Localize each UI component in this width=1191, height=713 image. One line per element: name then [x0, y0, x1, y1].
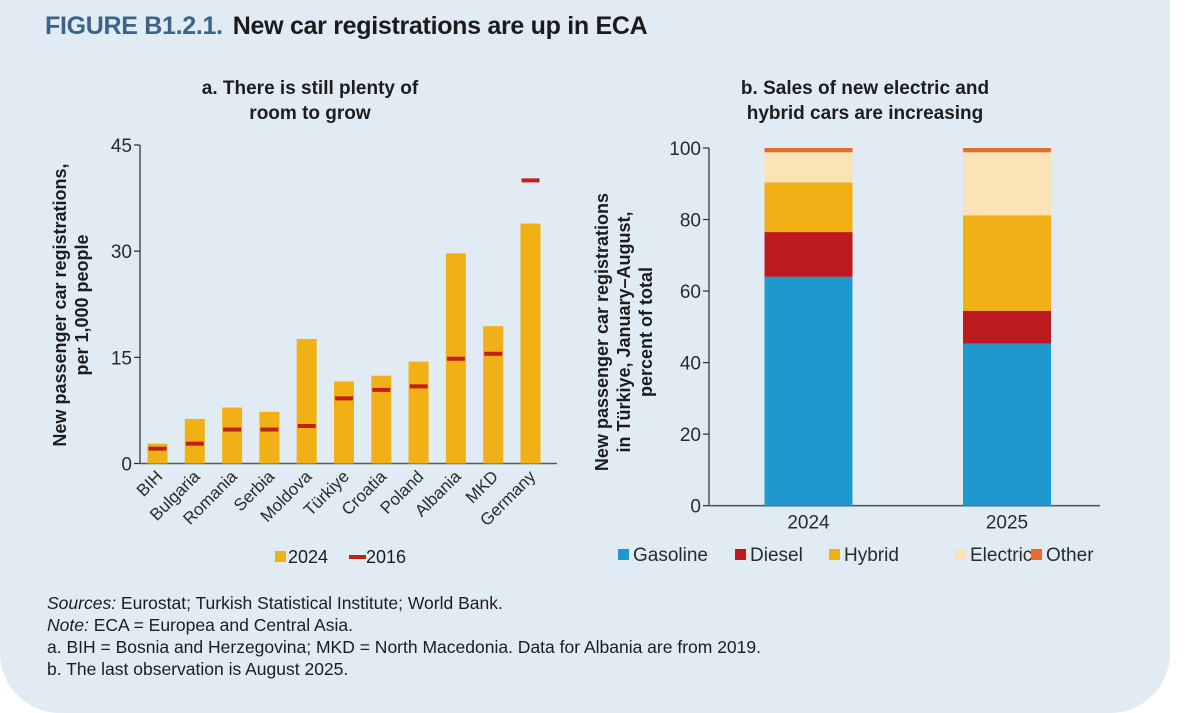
legend-label-hybrid: Hybrid [844, 545, 899, 566]
bar-2024 [222, 407, 243, 464]
bar-2024 [184, 418, 205, 464]
legend-label-electric: Electric [970, 545, 1032, 566]
bar-segment-other [764, 148, 853, 153]
marker-2016 [484, 351, 503, 356]
chart-a: New passenger car registrations, per 1,0… [50, 136, 557, 567]
marker-2016 [223, 427, 242, 432]
figure-number: FIGURE B1.2.1. [45, 12, 223, 40]
legend-label-2024: 2024 [288, 547, 328, 567]
bar-2024 [334, 381, 354, 464]
note-line-a: a. BIH = Bosnia and Herzegovina; MKD = N… [47, 637, 761, 657]
bar-segment-diesel [764, 232, 853, 277]
y-tick-label: 0 [690, 497, 701, 518]
marker-2016 [297, 423, 316, 428]
legend-swatch-electric [955, 549, 966, 560]
bar-segment-gasoline [963, 343, 1051, 506]
bar-2024 [520, 223, 541, 464]
sources-label: Sources: [47, 593, 117, 613]
legend-swatch-2024 [275, 551, 286, 562]
chart-b: New passenger car registrations in Türki… [592, 139, 1100, 566]
chart-a-title: a. There is still plenty of room to grow [150, 76, 470, 126]
y-tick-label: 100 [669, 139, 701, 160]
bar-segment-other [963, 148, 1051, 153]
note-text: ECA = Europea and Central Asia. [88, 615, 353, 635]
figure-title: FIGURE B1.2.1. New car registrations are … [45, 12, 648, 41]
y-tick-label: 80 [680, 211, 701, 232]
marker-2016 [148, 446, 167, 451]
bar-segment-hybrid [963, 215, 1051, 311]
marker-2016 [446, 356, 465, 361]
chart-a-ylabel-line1: New passenger car registrations, [50, 163, 70, 446]
chart-b-legend: Gasoline Diesel Hybrid Electric Other [618, 545, 1094, 566]
marker-2016 [185, 441, 204, 446]
chart-a-legend: 2024 2016 [275, 547, 406, 567]
figure-notes: Sources: Eurostat; Turkish Statistical I… [47, 592, 761, 680]
bar-2024 [296, 338, 317, 464]
chart-b-ylabel-line1: New passenger car registrations [592, 193, 612, 471]
chart-a-title-line1: a. There is still plenty of [201, 78, 419, 99]
y-tick-label: 30 [111, 242, 132, 263]
y-tick-label: 45 [111, 136, 132, 157]
y-tick-label: 60 [680, 282, 701, 303]
chart-b-ylabel-line2: in Türkiye, January–August, [614, 211, 634, 452]
bar-2024 [483, 326, 504, 464]
legend-label-other: Other [1046, 545, 1094, 566]
bar-2024 [371, 375, 392, 464]
y-tick-label: 40 [680, 354, 701, 375]
bar-segment-diesel [963, 310, 1051, 344]
marker-2016 [521, 178, 540, 183]
legend-swatch-2016 [349, 555, 366, 559]
chart-a-bars [147, 178, 541, 464]
legend-label-diesel: Diesel [750, 545, 803, 566]
legend-swatch-diesel [735, 549, 746, 560]
bar-segment-electric [764, 152, 853, 183]
chart-a-title-line2: room to grow [249, 103, 371, 124]
figure-heading: New car registrations are up in ECA [232, 12, 648, 40]
legend-label-gasoline: Gasoline [633, 545, 708, 566]
sources-text: Eurostat; Turkish Statistical Institute;… [116, 593, 503, 613]
x-tick-label: 2025 [986, 513, 1028, 534]
y-tick-label: 0 [121, 455, 132, 476]
chart-a-y-axis: 0 15 30 45 [111, 136, 557, 476]
chart-b-ylabel-line3: percent of total [636, 267, 656, 397]
note-label: Note: [47, 615, 89, 635]
x-tick-label: 2024 [787, 513, 830, 534]
note-line: Note: ECA = Europea and Central Asia. [47, 614, 761, 636]
marker-2016 [335, 396, 353, 401]
y-tick-label: 20 [680, 425, 701, 446]
marker-2016 [372, 387, 391, 392]
bar-2024 [259, 411, 280, 464]
legend-swatch-other [1031, 549, 1042, 560]
chart-a-ylabel-line2: per 1,000 people [72, 234, 92, 375]
legend-label-2016: 2016 [366, 547, 406, 567]
note-line-b: b. The last observation is August 2025. [47, 659, 349, 679]
bar-segment-gasoline [764, 276, 853, 506]
chart-b-title-line2: hybrid cars are increasing [746, 103, 984, 124]
chart-b-title: b. Sales of new electric and hybrid cars… [680, 76, 1050, 126]
y-tick-label: 15 [111, 348, 132, 369]
sources-line: Sources: Eurostat; Turkish Statistical I… [47, 592, 761, 614]
chart-b-title-line1: b. Sales of new electric and [740, 78, 990, 99]
marker-2016 [409, 384, 428, 389]
legend-swatch-hybrid [829, 549, 840, 560]
bar-segment-hybrid [764, 182, 853, 233]
bar-segment-electric [963, 152, 1051, 216]
marker-2016 [260, 427, 279, 432]
legend-swatch-gasoline [618, 549, 629, 560]
chart-b-bars [764, 148, 1051, 506]
chart-b-x-labels: 2024 2025 [787, 513, 1028, 534]
